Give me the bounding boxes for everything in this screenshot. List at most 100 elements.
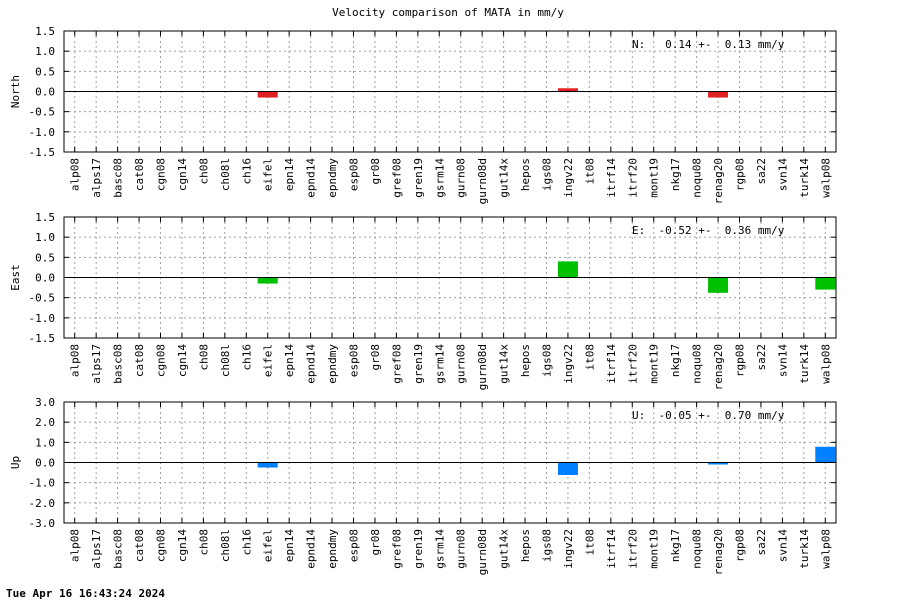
up-frame <box>63 401 837 524</box>
east-bar-ingv22 <box>557 261 578 278</box>
north-xtick-label: hepos <box>519 158 532 191</box>
up-xtick-label: gurn08d <box>476 529 489 575</box>
east-ytick-label: 0.5 <box>35 251 55 264</box>
east-panel: 1.5 1.0 0.5 0.0 -0.5 -1.0 -1.5 alp08 alps17 basc0… <box>9 211 837 390</box>
up-xtick-label: it08 <box>583 529 596 556</box>
east-xtick-label: alp08 <box>69 344 82 377</box>
up-panel: 3.0 2.0 1.0 0.0 -1.0 -2.0 -3.0 alp08 alps17 basc0… <box>9 396 837 575</box>
east-xtick-label: gurn08 <box>455 344 468 384</box>
east-xtick-label: cat08 <box>133 344 146 377</box>
up-xtick-label: ch16 <box>240 529 253 556</box>
east-axis-label: East <box>9 264 22 291</box>
east-xtick-label: rgp08 <box>734 344 747 377</box>
east-xtick-label: it08 <box>583 344 596 371</box>
north-xtick-label: ingv22 <box>562 158 575 198</box>
up-axis-label: Up <box>9 456 22 469</box>
east-xtick-label: alps17 <box>90 344 103 384</box>
east-xtick-label: gr08 <box>369 344 382 371</box>
up-bar-eifel <box>257 462 278 468</box>
up-ytick-label: -1.0 <box>29 477 56 490</box>
up-xtick-label: esp08 <box>348 529 361 562</box>
east-xtick-label: cgn14 <box>176 344 189 377</box>
up-xtick-label: cat08 <box>133 529 146 562</box>
east-ytick-label: 1.0 <box>35 231 55 244</box>
north-frame <box>63 30 837 153</box>
north-xtick-label: eifel <box>262 158 275 191</box>
north-ytick-label: 1.5 <box>35 25 55 38</box>
east-xtick-label: igs08 <box>541 344 554 377</box>
up-bar-walp08 <box>815 446 836 463</box>
north-xtick-label: gsrm14 <box>433 158 446 198</box>
up-xtick-label: gsrm14 <box>433 529 446 569</box>
up-xtick-label: noqu08 <box>691 529 704 569</box>
north-panel: 1.5 1.0 0.5 0.0 -0.5 -1.0 -1.5 alp08 alps17 basc0… <box>9 25 837 204</box>
up-xtick-label: epn14 <box>283 529 296 562</box>
north-xtick-label: renag20 <box>712 158 725 204</box>
east-bar-eifel <box>257 277 278 284</box>
north-xtick-label: sa22 <box>755 158 768 185</box>
north-xtick-label: ch08l <box>219 158 232 191</box>
east-xtick-label: mont19 <box>648 344 661 384</box>
up-xtick-label: gut14x <box>498 529 511 569</box>
north-xtick-label: cat08 <box>133 158 146 191</box>
north-xtick-label: walp08 <box>819 158 832 198</box>
north-xtick-label: cgn14 <box>176 158 189 191</box>
east-xtick-label: esp08 <box>348 344 361 377</box>
east-ytick-label: 0.0 <box>35 272 55 285</box>
north-xtick-label: rgp08 <box>734 158 747 191</box>
north-xtick-label: it08 <box>583 158 596 185</box>
north-xtick-label: nkg17 <box>669 158 682 191</box>
up-xtick-label: rgp08 <box>734 529 747 562</box>
up-xtick-label: hepos <box>519 529 532 562</box>
north-ytick-label: -0.5 <box>29 106 56 119</box>
north-xtick-label: basc08 <box>112 158 125 198</box>
north-xtick-label: gref08 <box>390 158 403 198</box>
north-bar-ingv22 <box>557 88 578 92</box>
north-xtick-label: gr08 <box>369 158 382 185</box>
up-xtick-label: renag20 <box>712 529 725 575</box>
north-xtick-label: gurn08 <box>455 158 468 198</box>
east-xtick-label: epndmy <box>326 344 339 384</box>
up-xtick-label: epndmy <box>326 529 339 569</box>
north-xtick-label: igs08 <box>541 158 554 191</box>
north-axis-label: North <box>9 75 22 108</box>
north-xtick-label: ch16 <box>240 158 253 185</box>
up-xtick-label: sa22 <box>755 529 768 556</box>
up-xtick-label: igs08 <box>541 529 554 562</box>
north-bar-renag20 <box>708 91 729 98</box>
north-xtick-label: epn14 <box>283 158 296 191</box>
up-ytick-label: 2.0 <box>35 416 55 429</box>
east-xtick-label: turk14 <box>798 344 811 384</box>
east-xtick-label: cgn08 <box>155 344 168 377</box>
north-bar-eifel <box>257 91 278 98</box>
up-xtick-label: turk14 <box>798 529 811 569</box>
east-xtick-label: eifel <box>262 344 275 377</box>
north-xtick-label: gut14x <box>498 158 511 198</box>
north-xtick-label: alp08 <box>69 158 82 191</box>
up-xtick-label: walp08 <box>819 529 832 569</box>
up-xtick-label: ch08 <box>197 529 210 556</box>
east-ytick-label: -0.5 <box>29 292 56 305</box>
east-xtick-label: epn14 <box>283 344 296 377</box>
east-xtick-label: noqu08 <box>691 344 704 384</box>
up-xtick-label: cgn08 <box>155 529 168 562</box>
east-xtick-label: itrf20 <box>626 344 639 384</box>
north-ytick-label: 0.0 <box>35 86 55 99</box>
north-ytick-label: 0.5 <box>35 65 55 78</box>
east-ytick-label: 1.5 <box>35 211 55 224</box>
east-frame <box>63 216 837 339</box>
north-ytick-label: -1.0 <box>29 126 56 139</box>
east-xtick-label: gref08 <box>390 344 403 384</box>
up-xtick-label: ingv22 <box>562 529 575 569</box>
north-xtick-label: epndmy <box>326 158 339 198</box>
up-bar-renag20 <box>708 462 729 465</box>
up-xtick-label: nkg17 <box>669 529 682 562</box>
up-xtick-label: svn14 <box>776 529 789 562</box>
up-bar-ingv22 <box>557 462 578 476</box>
east-xtick-label: ch16 <box>240 344 253 371</box>
north-ytick-label: -1.5 <box>29 146 56 159</box>
up-xtick-label: gren19 <box>412 529 425 569</box>
up-xtick-label: gurn08 <box>455 529 468 569</box>
east-xtick-label: basc08 <box>112 344 125 384</box>
east-ytick-label: -1.0 <box>29 312 56 325</box>
